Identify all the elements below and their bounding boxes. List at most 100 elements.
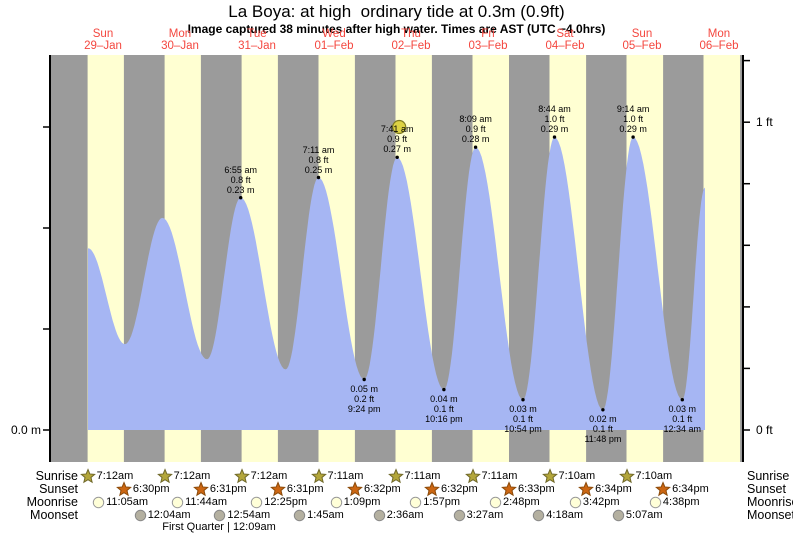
moonset-time: 3:27am <box>466 509 504 521</box>
moonrise-circle-icon <box>649 496 662 508</box>
sunrise-entry: 7:11am <box>387 468 440 484</box>
sunset-entry: 6:34pm <box>578 481 632 497</box>
sunrise-star-icon <box>541 468 558 484</box>
moonset-entry: 12:04am <box>134 507 191 523</box>
day-date: 02–Feb <box>391 39 431 52</box>
current-level-marker <box>392 119 407 135</box>
row-label-left-moonrise: Moonrise <box>26 495 78 509</box>
moonrise-time: 4:38pm <box>662 496 700 508</box>
sunrise-star-icon <box>156 468 173 484</box>
day-date: 29–Jan <box>84 39 122 52</box>
sunset-time: 6:32pm <box>364 483 401 495</box>
high-tide-label: 8:44 am 1.0 ft 0.29 m <box>538 104 571 135</box>
sunset-entry: 6:33pm <box>501 481 555 497</box>
sunset-star-icon <box>192 481 209 497</box>
day-name: Sun <box>631 28 653 40</box>
sunrise-time: 7:12am <box>96 470 134 482</box>
row-label-left-sunset: Sunset <box>39 482 78 496</box>
day-date: 06–Feb <box>699 39 739 52</box>
day-name: Thu <box>401 28 421 40</box>
sunrise-star-icon <box>618 468 635 484</box>
sunrise-star-icon <box>233 468 250 484</box>
sunrise-time: 7:12am <box>250 470 288 482</box>
low-tide-label: 0.03 m 0.1 ft 10:54 pm <box>504 403 542 434</box>
moonset-circle-icon <box>373 509 385 521</box>
day-name: Mon <box>168 28 192 40</box>
high-tide-label: 6:55 am 0.8 ft 0.23 m <box>224 164 257 195</box>
sunset-star-icon <box>347 481 363 497</box>
tide-extreme-dot <box>631 135 635 139</box>
moonrise-time: 11:44am <box>185 496 228 508</box>
y-axis-label-left-0m: 0.0 m <box>10 423 41 437</box>
sunset-entry: 6:34pm <box>655 481 709 497</box>
moonrise-circle-icon <box>92 496 105 508</box>
moonrise-entry: 11:05am <box>92 494 148 510</box>
day-date: 30–Jan <box>161 39 199 52</box>
sunrise-time: 7:11am <box>327 470 364 482</box>
day-label-6: Sat 04–Feb <box>545 28 585 52</box>
day-label-2: Tue 31–Jan <box>238 28 276 52</box>
moonrise-circle-icon <box>569 496 582 508</box>
moonrise-circle-icon <box>251 496 263 508</box>
moonset-time: 5:07am <box>625 509 663 521</box>
moonrise-entry: 12:25pm <box>250 494 307 510</box>
sunrise-time: 7:12am <box>173 470 211 482</box>
day-date: 04–Feb <box>545 39 585 52</box>
daylight-band <box>703 55 741 462</box>
sunset-time: 6:33pm <box>518 483 555 495</box>
moonset-time: 12:04am <box>147 509 191 521</box>
moonrise-circle-icon <box>171 496 184 508</box>
row-label-right-sunrise: Sunrise <box>747 469 790 483</box>
page-subtitle: Image captured 38 minutes after high wat… <box>187 22 606 36</box>
moonrise-time: 3:42pm <box>582 496 620 508</box>
row-label-right-sunset: Sunset <box>747 482 786 496</box>
low-tide-label: 0.03 m 0.1 ft 12:34 am <box>663 403 702 434</box>
moonrise-time: 12:25pm <box>264 496 308 508</box>
sunrise-entry: 7:10am <box>541 468 595 484</box>
day-label-7: Sun 05–Feb <box>622 28 662 52</box>
moonset-entry: 4:18am <box>532 507 583 523</box>
moonrise-entry: 11:44am <box>171 494 227 510</box>
sunset-entry: 6:32pm <box>424 481 478 497</box>
high-tide-label: 7:11 am 0.8 ft 0.25 m <box>302 144 335 175</box>
moonset-time: 4:18am <box>546 509 583 521</box>
tide-extreme-dot <box>239 196 243 200</box>
sunset-time: 6:34pm <box>595 483 632 495</box>
moonset-circle-icon <box>533 509 545 521</box>
moonrise-time: 11:05am <box>106 496 149 508</box>
day-name: Sat <box>556 28 574 40</box>
day-name: Wed <box>322 28 346 40</box>
moon-phase-label: First Quarter | 12:09am <box>162 521 276 533</box>
sunset-entry: 6:31pm <box>192 481 247 497</box>
row-label-left-sunrise: Sunrise <box>35 469 78 483</box>
day-label-1: Mon 30–Jan <box>161 28 199 52</box>
day-date: 05–Feb <box>622 39 662 52</box>
day-label-0: Sun 29–Jan <box>84 28 122 52</box>
moonset-circle-icon <box>134 509 146 521</box>
moonrise-entry: 1:57pm <box>409 494 460 510</box>
moonrise-circle-icon <box>410 496 422 508</box>
moonset-circle-icon <box>293 509 306 521</box>
sunset-time: 6:31pm <box>209 483 247 495</box>
tide-curve-area <box>88 137 705 430</box>
sunrise-time: 7:10am <box>635 470 673 482</box>
sunrise-time: 7:11am <box>481 470 518 482</box>
day-date: 01–Feb <box>314 39 354 52</box>
moonrise-entry: 3:42pm <box>569 494 620 510</box>
sunrise-entry: 7:12am <box>79 468 134 484</box>
tide-extreme-dot <box>521 398 525 402</box>
moonset-time: 12:54am <box>227 509 271 521</box>
moonrise-time: 1:57pm <box>423 496 460 508</box>
sunset-star-icon <box>578 481 594 497</box>
high-tide-label: 9:14 am 1.0 ft 0.29 m <box>616 104 650 135</box>
tide-extreme-dot <box>362 377 366 382</box>
row-label-right-moonrise: Moonrise <box>747 495 793 509</box>
sunset-entry: 6:31pm <box>269 481 324 497</box>
tide-extreme-dot <box>680 398 684 402</box>
sunset-time: 6:31pm <box>286 483 324 495</box>
day-label-5: Fri 03–Feb <box>468 28 507 52</box>
sunset-time: 6:34pm <box>672 483 709 495</box>
sunrise-entry: 7:11am <box>464 468 518 484</box>
